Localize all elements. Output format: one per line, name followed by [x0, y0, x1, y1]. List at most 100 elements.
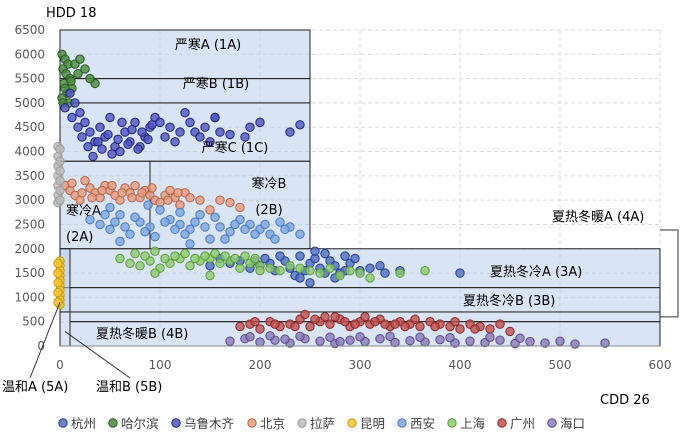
y-tick-label: 2500	[14, 217, 45, 231]
data-point	[225, 227, 235, 237]
data-point	[260, 253, 270, 264]
data-point	[105, 202, 115, 213]
data-point	[325, 319, 335, 329]
data-point	[515, 333, 525, 343]
data-point	[83, 141, 93, 152]
data-point	[125, 229, 135, 239]
data-point	[495, 319, 505, 329]
data-point	[375, 334, 385, 344]
legend-marker	[497, 418, 507, 428]
data-point	[195, 132, 205, 142]
data-point	[80, 117, 90, 128]
data-point	[133, 144, 143, 154]
data-point	[235, 263, 245, 273]
data-point	[225, 197, 235, 208]
data-point	[570, 339, 580, 349]
data-point	[67, 178, 77, 188]
data-point	[117, 117, 127, 128]
data-point	[200, 222, 210, 232]
data-point	[205, 234, 215, 244]
y-tick-label: 3000	[14, 193, 45, 207]
y-tick-label: 0	[37, 339, 45, 353]
data-point	[315, 268, 325, 278]
data-point	[87, 193, 97, 203]
data-point	[175, 207, 185, 218]
data-point	[250, 229, 260, 239]
data-point	[170, 224, 180, 235]
data-point	[240, 224, 250, 235]
data-point	[127, 193, 137, 203]
data-point	[53, 268, 63, 278]
y-tick-label: 4500	[14, 120, 45, 134]
zone-label: 寒冷A (2A)	[66, 203, 101, 245]
y-tick-label: 1500	[14, 266, 45, 280]
data-point	[365, 273, 375, 283]
data-point	[340, 251, 350, 261]
data-point	[540, 338, 550, 348]
data-point	[75, 54, 85, 64]
data-point	[600, 338, 610, 348]
data-point	[315, 336, 325, 346]
y-tick-label: 6500	[14, 23, 45, 37]
y-axis-title: HDD 18	[46, 6, 96, 21]
data-point	[110, 217, 120, 227]
data-point	[295, 263, 305, 273]
zone-rect	[59, 78, 311, 104]
data-point	[385, 331, 395, 341]
zone-labels: 严寒A (1A) 严寒B (1B) 严寒C (1C) 寒冷A (2A) 寒冷B (2B) 夏热…	[2, 37, 679, 395]
data-point	[505, 326, 515, 337]
data-point	[165, 185, 175, 196]
data-point	[185, 117, 195, 128]
data-point	[65, 88, 75, 98]
data-point	[235, 202, 245, 213]
legend-marker	[297, 418, 307, 428]
data-point	[53, 287, 63, 298]
data-point	[290, 321, 300, 332]
data-point	[107, 149, 117, 159]
data-point	[295, 229, 305, 239]
legend-label: 昆明	[360, 416, 385, 431]
data-point	[105, 112, 115, 123]
y-tick-label: 6000	[14, 47, 45, 61]
leader-line	[660, 229, 679, 318]
data-point	[140, 251, 150, 261]
data-point	[340, 316, 350, 327]
data-point	[265, 263, 275, 273]
data-point	[525, 336, 535, 347]
data-point	[165, 122, 175, 132]
data-point	[103, 129, 113, 140]
data-point	[455, 324, 465, 334]
data-point	[77, 132, 87, 142]
data-point	[195, 195, 205, 205]
data-point	[415, 332, 425, 342]
data-point	[73, 69, 83, 79]
legend-label: 海口	[560, 416, 585, 431]
data-point	[143, 134, 153, 145]
data-point	[255, 117, 265, 128]
data-point	[173, 188, 183, 198]
data-point	[135, 261, 145, 271]
data-point	[160, 217, 170, 227]
data-point	[445, 333, 455, 343]
data-point	[325, 263, 335, 273]
y-tick-label: 5500	[14, 72, 45, 86]
legend-marker	[347, 418, 357, 428]
data-point	[280, 224, 290, 235]
data-point	[88, 151, 98, 162]
data-point	[250, 253, 260, 264]
data-point	[455, 268, 465, 278]
x-tick-label: 400	[449, 358, 472, 372]
legend-marker	[171, 418, 181, 428]
data-point	[365, 263, 375, 273]
x-axis-title: CDD 26	[600, 393, 650, 408]
data-point	[390, 319, 400, 329]
y-tick-label: 4000	[14, 145, 45, 159]
legend-label: 拉萨	[310, 416, 335, 431]
data-point	[55, 144, 65, 154]
legend-marker	[108, 418, 118, 428]
legend-label: 乌鲁木齐	[184, 416, 235, 431]
data-point	[240, 251, 250, 261]
data-point	[160, 253, 170, 264]
data-point	[380, 268, 390, 278]
data-point	[75, 107, 85, 118]
